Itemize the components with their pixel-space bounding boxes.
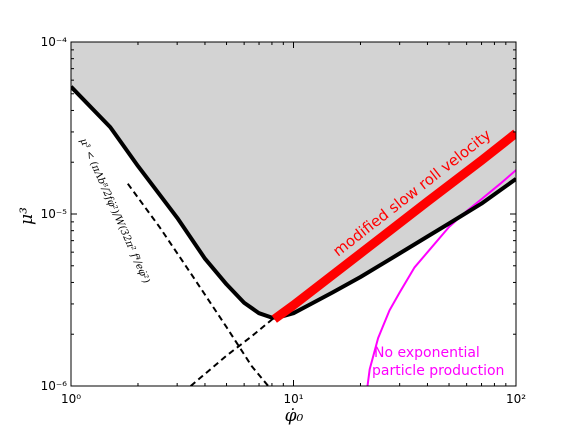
y-tick-label: 10⁻⁴	[41, 35, 68, 49]
y-tick-label: 10⁻⁵	[41, 207, 68, 221]
series-no-particle-production	[366, 169, 516, 386]
x-tick-label: 10⁰	[61, 392, 81, 406]
series-bound-dashed-1	[126, 183, 269, 386]
x-axis-label: φ̇₀	[285, 406, 304, 426]
axes: 10⁰ 10¹ 10² 10⁻⁶ 10⁻⁵ 10⁻⁴	[41, 35, 527, 406]
annotation-particle-production: particle production	[372, 363, 504, 379]
y-tick-label: 10⁻⁶	[41, 379, 68, 393]
series-bound-dashed-2	[190, 316, 275, 386]
series-modified-slow-roll	[271, 129, 516, 323]
annotation-no-exponential: No exponential	[374, 345, 480, 361]
y-axis-label: μ³	[17, 207, 37, 225]
plot-area	[71, 42, 516, 386]
x-tick-label: 10²	[506, 392, 526, 406]
x-tick-label: 10¹	[283, 392, 303, 406]
